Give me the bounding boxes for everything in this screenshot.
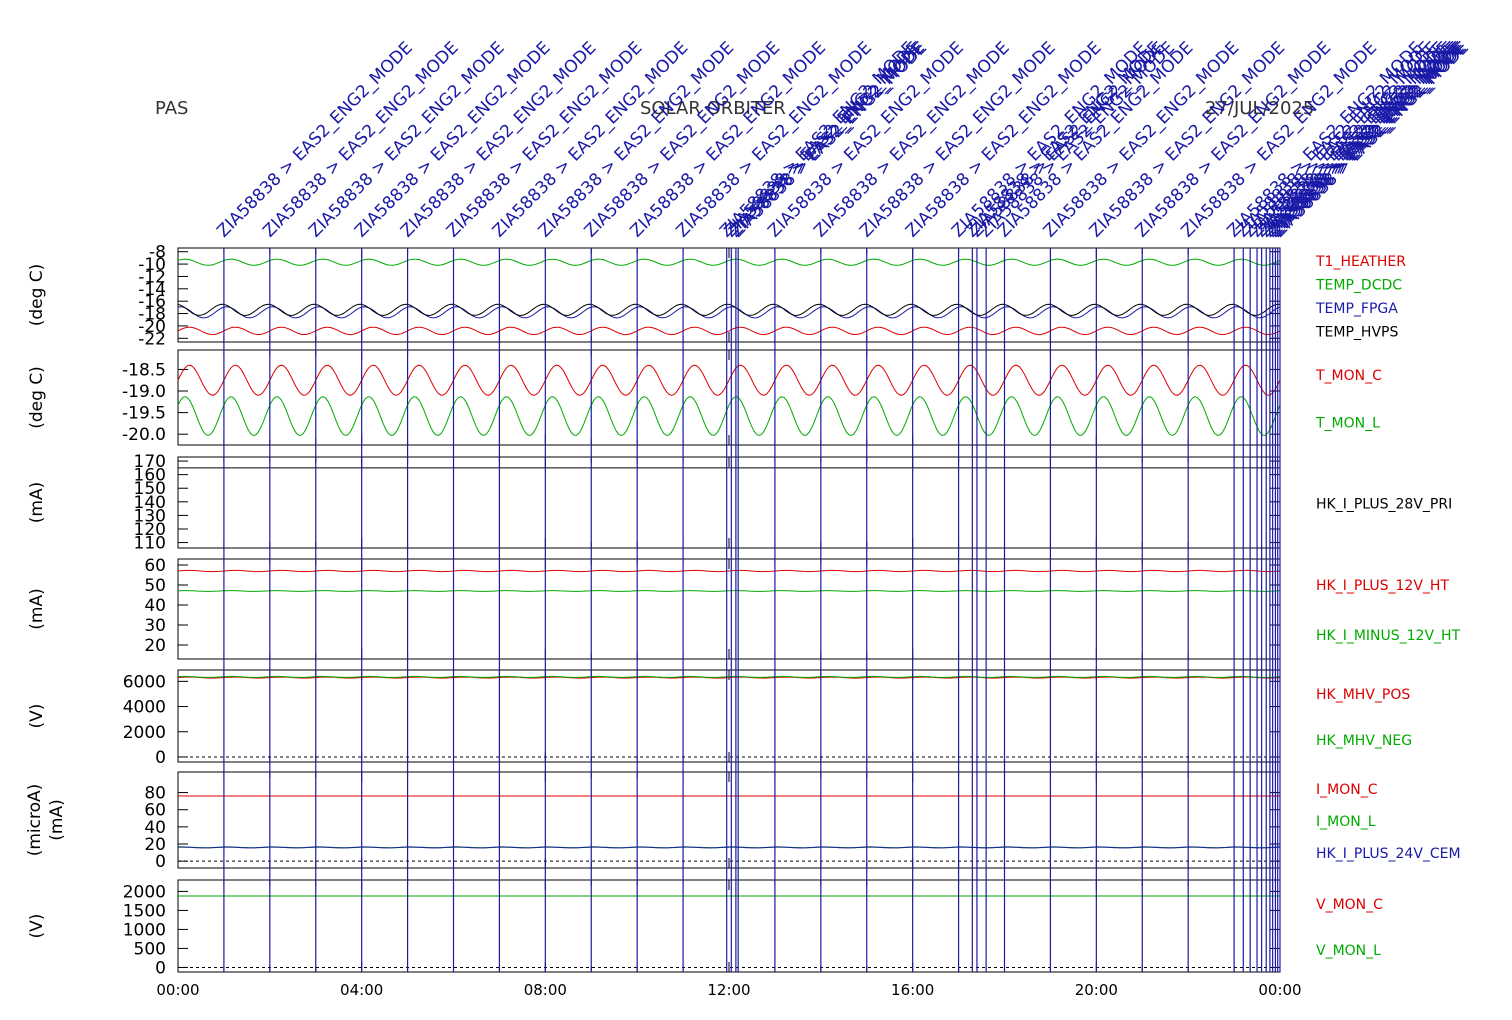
y-tick-label: 50 <box>144 576 166 596</box>
y-tick-label: 40 <box>144 596 166 616</box>
series-line-t-mon-l <box>177 396 1281 437</box>
legend-hk-mhv-neg: HK_MHV_NEG <box>1316 733 1412 749</box>
legend-i-mon-l: I_MON_L <box>1316 814 1376 830</box>
legend-t1-heather: T1_HEATHER <box>1315 254 1406 270</box>
series-line-temp-dcdc <box>177 258 1281 266</box>
x-tick-label: 00:00 <box>1258 981 1301 999</box>
panel-frame <box>177 349 1281 446</box>
y-tick-label: 2000 <box>123 882 166 902</box>
x-tick-label: 04:00 <box>340 981 383 999</box>
y-axis-label: (mA) <box>27 588 47 629</box>
legend-hk-i-minus-12v-ht: HK_I_MINUS_12V_HT <box>1316 628 1461 644</box>
y-tick-label: 20 <box>144 636 166 656</box>
y-tick-label: -10 <box>138 255 166 275</box>
series-line-t-mon-c <box>177 364 1281 396</box>
y-tick-label: 80 <box>144 784 166 804</box>
y-tick-label: 30 <box>144 616 166 636</box>
y-tick-label: -22 <box>138 329 166 349</box>
y-tick-label: 0 <box>155 958 166 978</box>
panel-frame <box>177 558 1281 660</box>
y-axis-label: (mA) <box>27 482 47 523</box>
x-tick-label: 08:00 <box>524 981 567 999</box>
y-tick-label: 130 <box>134 506 166 526</box>
y-axis-label-secondary: (mA) <box>47 799 67 840</box>
x-tick-label: 00:00 <box>156 981 199 999</box>
y-tick-label: 1000 <box>123 920 166 940</box>
legend-temp-hvps: TEMP_HVPS <box>1315 324 1398 340</box>
y-tick-label: 0 <box>155 852 166 872</box>
y-tick-label: -20 <box>138 317 166 337</box>
y-tick-label: -16 <box>138 292 166 312</box>
y-tick-label: 120 <box>134 520 166 540</box>
legend-temp-dcdc: TEMP_DCDC <box>1315 277 1402 293</box>
header-right: 27/JUL/2025 <box>1205 98 1315 119</box>
x-tick-label: 20:00 <box>1075 981 1118 999</box>
y-tick-label: 140 <box>134 493 166 513</box>
legend-v-mon-l: V_MON_L <box>1316 943 1381 959</box>
y-tick-label: 60 <box>144 556 166 576</box>
x-tick-label: 16:00 <box>891 981 934 999</box>
y-tick-label: -19.0 <box>122 382 166 402</box>
y-tick-label: 6000 <box>123 672 166 692</box>
legend-t-mon-c: T_MON_C <box>1315 368 1382 384</box>
y-axis-label: (microA) <box>25 784 45 857</box>
panel-frame <box>177 669 1281 763</box>
panel-frame <box>177 879 1281 973</box>
series-line-hk-i-minus-12v-ht <box>177 590 1281 592</box>
legend-hk-i-plus-24v-cem: HK_I_PLUS_24V_CEM <box>1316 846 1461 862</box>
y-tick-label: 2000 <box>123 723 166 743</box>
y-tick-label: 110 <box>134 534 166 554</box>
legend-t-mon-l: T_MON_L <box>1315 415 1380 431</box>
y-tick-label: -14 <box>138 280 166 300</box>
y-axis-label: (V) <box>27 914 47 939</box>
y-tick-label: 0 <box>155 748 166 768</box>
legend-i-mon-c: I_MON_C <box>1316 782 1378 798</box>
y-tick-label: 500 <box>134 939 166 959</box>
y-tick-label: 150 <box>134 479 166 499</box>
legend-hk-i-plus-28v-pri: HK_I_PLUS_28V_PRI <box>1316 497 1452 513</box>
panel-frame <box>177 456 1281 549</box>
series-line-hk-i-plus-12v-ht <box>177 569 1281 573</box>
y-tick-label: -12 <box>138 267 166 287</box>
y-tick-label: -18.5 <box>122 360 166 380</box>
y-tick-label: 1500 <box>123 901 166 921</box>
y-axis-label: (deg C) <box>27 264 47 327</box>
series-line-temp-hvps <box>177 303 1281 316</box>
x-tick-label: 12:00 <box>707 981 750 999</box>
y-tick-label: -8 <box>149 243 166 263</box>
y-tick-label: 160 <box>134 466 166 486</box>
panel-frame <box>177 771 1281 869</box>
legend-v-mon-c: V_MON_C <box>1316 897 1383 913</box>
y-axis-label: (V) <box>27 704 47 729</box>
y-tick-label: -18 <box>138 305 166 325</box>
series-line-temp-fpga <box>177 306 1281 319</box>
header-center: SOLAR ORBITER <box>640 98 786 119</box>
legend-hk-i-plus-12v-ht: HK_I_PLUS_12V_HT <box>1316 578 1449 594</box>
y-tick-label: 40 <box>144 818 166 838</box>
legend-temp-fpga: TEMP_FPGA <box>1315 301 1398 317</box>
legend-hk-mhv-pos: HK_MHV_POS <box>1316 687 1410 703</box>
y-tick-label: -19.5 <box>122 404 166 424</box>
y-tick-label: 60 <box>144 801 166 821</box>
y-axis-label: (deg C) <box>27 366 47 429</box>
y-tick-label: 20 <box>144 835 166 855</box>
y-tick-label: -20.0 <box>122 425 166 445</box>
y-tick-label: 4000 <box>123 698 166 718</box>
y-tick-label: 170 <box>134 452 166 472</box>
header-left: PAS <box>155 98 189 119</box>
